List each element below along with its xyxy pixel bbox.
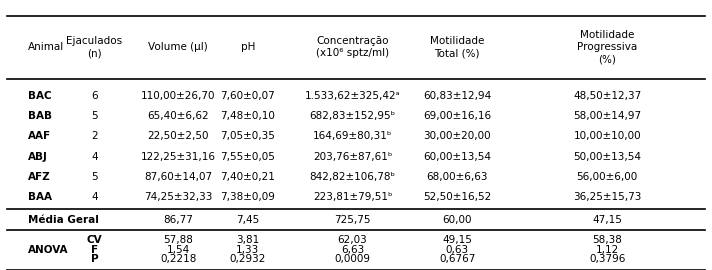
Text: Ejaculados
(n): Ejaculados (n)	[66, 36, 122, 58]
Text: 2: 2	[91, 131, 98, 141]
Text: 49,15: 49,15	[442, 235, 472, 245]
Text: 52,50±16,52: 52,50±16,52	[423, 192, 491, 202]
Text: 57,88: 57,88	[163, 235, 193, 245]
Text: 110,00±26,70: 110,00±26,70	[141, 91, 215, 101]
Text: 48,50±12,37: 48,50±12,37	[573, 91, 642, 101]
Text: Volume (µl): Volume (µl)	[148, 42, 208, 52]
Text: 56,00±6,00: 56,00±6,00	[577, 172, 638, 182]
Text: 47,15: 47,15	[592, 215, 622, 225]
Text: Motilidade
Progressiva
(%): Motilidade Progressiva (%)	[577, 31, 637, 65]
Text: 122,25±31,16: 122,25±31,16	[140, 151, 216, 161]
Text: pH: pH	[241, 42, 255, 52]
Text: 0,2218: 0,2218	[160, 254, 197, 264]
Text: 842,82±106,78ᵇ: 842,82±106,78ᵇ	[310, 172, 395, 182]
Text: BAC: BAC	[28, 91, 52, 101]
Text: F: F	[90, 245, 98, 255]
Text: 7,40±0,21: 7,40±0,21	[221, 172, 276, 182]
Text: 3,81: 3,81	[236, 235, 259, 245]
Text: 0,6767: 0,6767	[439, 254, 476, 264]
Text: P: P	[90, 254, 98, 264]
Text: 7,55±0,05: 7,55±0,05	[221, 151, 276, 161]
Text: 164,69±80,31ᵇ: 164,69±80,31ᵇ	[313, 131, 392, 141]
Text: 682,83±152,95ᵇ: 682,83±152,95ᵇ	[310, 111, 396, 121]
Text: 10,00±10,00: 10,00±10,00	[573, 131, 641, 141]
Text: 1,33: 1,33	[236, 245, 259, 255]
Text: 87,60±14,07: 87,60±14,07	[144, 172, 212, 182]
Text: 60,00±13,54: 60,00±13,54	[423, 151, 491, 161]
Text: 4: 4	[91, 192, 98, 202]
Text: Animal: Animal	[28, 42, 64, 52]
Text: 50,00±13,54: 50,00±13,54	[573, 151, 642, 161]
Text: 60,83±12,94: 60,83±12,94	[423, 91, 491, 101]
Text: AAF: AAF	[28, 131, 51, 141]
Text: BAB: BAB	[28, 111, 52, 121]
Text: 86,77: 86,77	[163, 215, 193, 225]
Text: BAA: BAA	[28, 192, 52, 202]
Text: 0,3796: 0,3796	[589, 254, 625, 264]
Text: 7,60±0,07: 7,60±0,07	[221, 91, 276, 101]
Text: ABJ: ABJ	[28, 151, 48, 161]
Text: 22,50±2,50: 22,50±2,50	[147, 131, 209, 141]
Text: 6: 6	[91, 91, 98, 101]
Text: Concentração
(x10⁶ sptz/ml): Concentração (x10⁶ sptz/ml)	[316, 36, 389, 58]
Text: 7,05±0,35: 7,05±0,35	[221, 131, 276, 141]
Text: ANOVA: ANOVA	[28, 245, 68, 255]
Text: 36,25±15,73: 36,25±15,73	[573, 192, 642, 202]
Text: 65,40±6,62: 65,40±6,62	[147, 111, 209, 121]
Text: AFZ: AFZ	[28, 172, 51, 182]
Text: 725,75: 725,75	[334, 215, 371, 225]
Text: 30,00±20,00: 30,00±20,00	[424, 131, 491, 141]
Text: 58,00±14,97: 58,00±14,97	[573, 111, 642, 121]
Text: 0,0009: 0,0009	[335, 254, 370, 264]
Text: 1.533,62±325,42ᵃ: 1.533,62±325,42ᵃ	[305, 91, 400, 101]
Text: 0,63: 0,63	[446, 245, 468, 255]
Text: 4: 4	[91, 151, 98, 161]
Text: 7,38±0,09: 7,38±0,09	[221, 192, 276, 202]
Text: Média Geral: Média Geral	[28, 215, 99, 225]
Text: 68,00±6,63: 68,00±6,63	[426, 172, 488, 182]
Text: 203,76±87,61ᵇ: 203,76±87,61ᵇ	[313, 151, 392, 161]
Text: 60,00: 60,00	[442, 215, 472, 225]
Text: 7,48±0,10: 7,48±0,10	[221, 111, 276, 121]
Text: 1,54: 1,54	[167, 245, 189, 255]
Text: 69,00±16,16: 69,00±16,16	[423, 111, 491, 121]
Text: 0,2932: 0,2932	[230, 254, 266, 264]
Text: 7,45: 7,45	[236, 215, 259, 225]
Text: 5: 5	[91, 111, 98, 121]
Text: 223,81±79,51ᵇ: 223,81±79,51ᵇ	[313, 192, 392, 202]
Text: 74,25±32,33: 74,25±32,33	[144, 192, 212, 202]
Text: Motilidade
Total (%): Motilidade Total (%)	[430, 36, 484, 58]
Text: 5: 5	[91, 172, 98, 182]
Text: 6,63: 6,63	[341, 245, 364, 255]
Text: CV: CV	[87, 235, 102, 245]
Text: 62,03: 62,03	[337, 235, 367, 245]
Text: 58,38: 58,38	[592, 235, 622, 245]
Text: 1,12: 1,12	[595, 245, 619, 255]
